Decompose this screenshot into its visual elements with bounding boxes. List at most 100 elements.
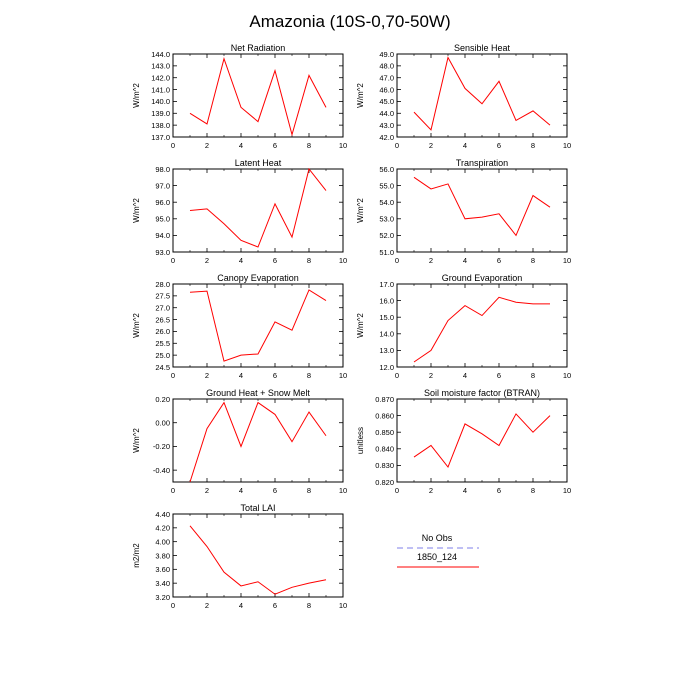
series-line-sensible-heat: [413, 56, 551, 131]
y-tick-label: 15.0: [379, 313, 394, 322]
x-tick-label: 8: [307, 141, 311, 150]
chart-ground-evaporation: Ground Evaporation W/m^2 0 2 4 6 8 10 12.0 13.0 14…: [356, 273, 571, 380]
y-tick-label: 28.0: [155, 280, 170, 289]
x-tick-label: 4: [239, 486, 243, 495]
series-line-transpiration: [413, 176, 551, 237]
y-tick-label: 4.00: [155, 537, 170, 546]
y-tick-label: 0.860: [375, 411, 394, 420]
plot-frame: [396, 398, 568, 483]
x-tick-label: 4: [239, 601, 243, 610]
y-tick-label: 17.0: [379, 280, 394, 289]
x-tick-label: 2: [429, 256, 433, 265]
x-tick-label: 6: [497, 371, 501, 380]
panel-title: Transpiration: [456, 158, 508, 168]
y-tick-label: 43.0: [379, 121, 394, 130]
y-tick-label: 0.820: [375, 478, 394, 487]
y-tick-label: 4.20: [155, 524, 170, 533]
x-tick-label: 8: [307, 371, 311, 380]
x-tick-label: 8: [307, 256, 311, 265]
y-tick-label: 42.0: [379, 133, 394, 142]
y-tick-label: 138.0: [151, 121, 170, 130]
y-axis-label: m2/m2: [132, 543, 141, 568]
x-tick-label: 4: [463, 256, 467, 265]
series-line-ground-evaporation: [413, 296, 550, 363]
x-tick-label: 4: [239, 256, 243, 265]
figure-title: Amazonia (10S-0,70-50W): [249, 12, 450, 31]
x-tick-label: 2: [205, 601, 209, 610]
x-tick-label: 8: [307, 601, 311, 610]
y-tick-label: 0.840: [375, 445, 394, 454]
series-line-soil-moisture-factor: [413, 413, 551, 469]
x-tick-label: 2: [205, 371, 209, 380]
y-tick-label: 0.20: [155, 395, 170, 404]
panel-title: Ground Evaporation: [442, 273, 523, 283]
x-tick-label: 2: [429, 371, 433, 380]
panel-title: Ground Heat + Snow Melt: [206, 388, 310, 398]
plot-frame: [172, 53, 344, 138]
y-tick-label: 25.5: [155, 339, 170, 348]
y-tick-label: 139.0: [151, 109, 170, 118]
y-tick-label: 0.830: [375, 461, 394, 470]
y-tick-label: 14.0: [379, 330, 394, 339]
panel-title: Net Radiation: [231, 43, 286, 53]
plot-frame: [172, 168, 344, 253]
x-tick-label: 10: [339, 141, 347, 150]
x-tick-label: 8: [531, 371, 535, 380]
y-tick-label: 51.0: [379, 248, 394, 257]
y-tick-label: 98.0: [155, 165, 170, 174]
x-tick-label: 4: [239, 141, 243, 150]
x-tick-label: 10: [339, 601, 347, 610]
x-tick-label: 2: [429, 486, 433, 495]
y-tick-label: 48.0: [379, 62, 394, 71]
x-tick-label: 0: [171, 256, 175, 265]
x-tick-label: 10: [563, 371, 571, 380]
y-tick-label: 16.0: [379, 296, 394, 305]
x-tick-label: 4: [463, 141, 467, 150]
x-tick-label: 4: [463, 486, 467, 495]
x-tick-label: 6: [273, 486, 277, 495]
panel-title: Canopy Evaporation: [217, 273, 299, 283]
panel-title: Latent Heat: [235, 158, 282, 168]
y-tick-label: 97.0: [155, 181, 170, 190]
y-tick-label: 47.0: [379, 74, 394, 83]
x-tick-label: 10: [339, 486, 347, 495]
x-tick-label: 4: [239, 371, 243, 380]
y-tick-label: 144.0: [151, 50, 170, 59]
x-tick-label: 6: [497, 141, 501, 150]
series-line-ground-heat-snow-melt: [189, 401, 327, 483]
y-tick-label: 137.0: [151, 133, 170, 142]
series-line-net-radiation: [189, 57, 327, 137]
y-tick-label: 27.5: [155, 292, 170, 301]
x-tick-label: 10: [563, 141, 571, 150]
y-tick-label: 46.0: [379, 85, 394, 94]
y-axis-label: W/m^2: [132, 428, 141, 453]
x-tick-label: 8: [531, 486, 535, 495]
plot-frame: [172, 398, 344, 483]
y-axis-label: W/m^2: [132, 198, 141, 223]
y-tick-label: 4.40: [155, 510, 170, 519]
x-tick-label: 6: [273, 141, 277, 150]
x-tick-label: 6: [273, 256, 277, 265]
x-tick-label: 10: [563, 486, 571, 495]
plot-frame: [172, 513, 344, 598]
x-tick-label: 10: [339, 371, 347, 380]
x-tick-label: 0: [171, 371, 175, 380]
panels: Net Radiation W/m^2 0 2 4 6 8 10 137.0 138.0 139.0…: [132, 43, 571, 610]
plot-frame: [396, 283, 568, 368]
y-tick-label: -0.20: [153, 442, 170, 451]
plot-frame: [396, 53, 568, 138]
chart-latent-heat: Latent Heat W/m^2 0 2 4 6 8 10 93.0 94.0 95.0 96.0 9…: [132, 158, 347, 265]
x-tick-label: 6: [497, 486, 501, 495]
plot-frame: [396, 168, 568, 253]
y-tick-label: 95.0: [155, 215, 170, 224]
chart-transpiration: Transpiration W/m^2 0 2 4 6 8 10 51.0 52.0 53.0 54.…: [356, 158, 571, 265]
plot-frame: [172, 283, 344, 368]
y-tick-label: 53.0: [379, 215, 394, 224]
y-tick-label: 142.0: [151, 74, 170, 83]
legend-label-no-obs: No Obs: [422, 533, 453, 543]
y-tick-label: 0.850: [375, 428, 394, 437]
x-tick-label: 0: [395, 256, 399, 265]
y-tick-label: -0.40: [153, 466, 170, 475]
legend: No Obs 1850_124: [397, 533, 479, 568]
